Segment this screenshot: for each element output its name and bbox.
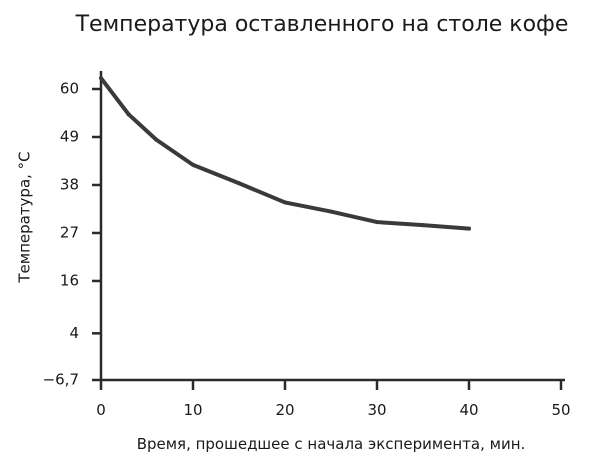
y-axis-ticks: −6,7 4 16 27 38 49 60 [43, 80, 101, 389]
data-point [467, 226, 471, 231]
x-tick-label: 30 [367, 401, 386, 419]
data-point [375, 220, 379, 225]
data-point [126, 112, 131, 117]
y-axis-label: Температура, °C [16, 151, 34, 283]
x-tick-label: 10 [183, 401, 202, 419]
x-tick-label: 50 [551, 401, 570, 419]
y-tick-label: −6,7 [43, 371, 79, 389]
data-point [99, 76, 103, 81]
data-point [237, 181, 241, 186]
data-point [154, 137, 159, 142]
y-tick-label: 27 [60, 223, 79, 241]
x-tick-label: 20 [275, 401, 294, 419]
y-tick-label: 60 [60, 80, 79, 98]
y-tick-label: 38 [60, 175, 79, 193]
x-tick-label: 40 [459, 401, 478, 419]
temperature-series-line [99, 76, 471, 231]
x-tick-label: 0 [96, 401, 106, 419]
y-tick-label: 49 [60, 127, 79, 145]
x-axis-label: Время, прошедшее с начала эксперимента, … [137, 435, 526, 453]
x-axis-ticks: 0 10 20 30 40 50 [96, 380, 571, 419]
data-point [421, 223, 425, 228]
series-layer [99, 76, 471, 231]
data-point [283, 200, 287, 205]
y-tick-label: 4 [69, 324, 79, 342]
y-tick-label: 16 [60, 271, 79, 289]
chart-title: Температура оставленного на столе кофе [75, 12, 569, 37]
data-point [329, 209, 333, 214]
data-point [191, 162, 195, 167]
